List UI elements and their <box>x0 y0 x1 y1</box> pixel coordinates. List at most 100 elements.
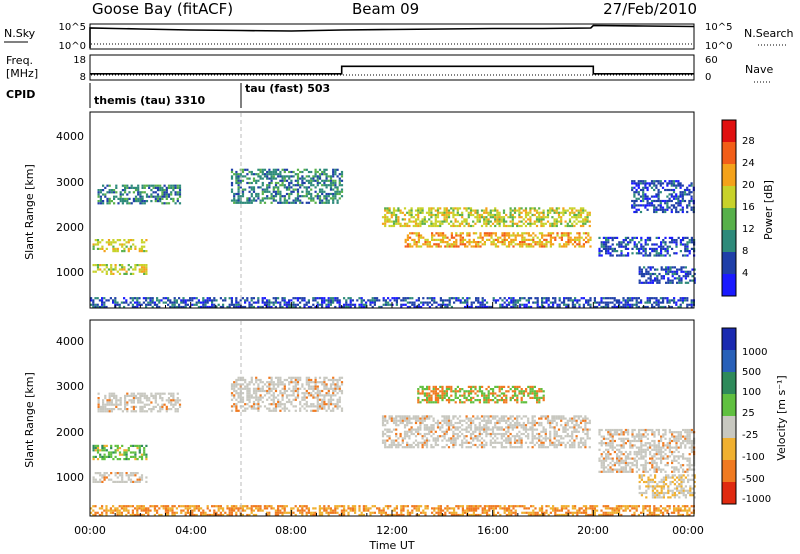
power-cell-2 <box>154 197 157 200</box>
power-cell-9 <box>442 299 445 302</box>
velocity-cell-2 <box>102 401 105 404</box>
power-cell-4 <box>582 220 585 223</box>
velocity-cell-4 <box>502 446 506 449</box>
power-cell-3 <box>263 197 267 200</box>
power-cell-4 <box>480 209 484 212</box>
power-cell-4 <box>419 211 422 214</box>
velocity-cell-4 <box>432 426 435 429</box>
velocity-cell-2 <box>97 410 100 413</box>
power-cell-9 <box>453 301 456 304</box>
power-cell-3 <box>325 177 328 180</box>
power-cell-8 <box>675 186 678 189</box>
power-cell-9 <box>505 303 508 306</box>
velocity-cell-2 <box>137 399 140 402</box>
velocity-cell-3 <box>252 407 256 410</box>
power-cell-5 <box>589 245 592 248</box>
velocity-cell-3 <box>325 376 328 379</box>
power-cell-9 <box>499 305 502 309</box>
velocity-cell-3 <box>259 394 262 397</box>
power-cell-9 <box>626 305 629 309</box>
power-cell-3 <box>270 181 273 185</box>
power-cell-4 <box>522 209 525 212</box>
power-cell-5 <box>497 241 500 244</box>
power-cell-2 <box>145 184 149 187</box>
velocity-cell-2 <box>108 403 111 406</box>
power-cell-3 <box>336 175 339 178</box>
power-cell-8 <box>648 182 651 185</box>
velocity-cell-3 <box>305 378 308 382</box>
power-cell-4 <box>454 207 457 210</box>
velocity-cell-2 <box>130 392 133 395</box>
velocity-cell-3 <box>237 409 240 412</box>
power-cell-4 <box>483 220 486 223</box>
power-cell-4 <box>531 222 534 225</box>
power-cell-3 <box>334 195 337 198</box>
velocity-cell-4 <box>522 428 525 431</box>
power-cell-6 <box>651 250 654 253</box>
velocity-cell-5 <box>423 399 426 402</box>
power-cell-6 <box>646 254 649 257</box>
velocity-cell-4 <box>584 424 587 427</box>
power-cell-8 <box>639 210 643 214</box>
velocity-cell-3 <box>274 396 278 399</box>
power-cell-6 <box>622 239 625 242</box>
velocity-cell-4 <box>403 419 407 422</box>
power-cell-6 <box>688 241 691 244</box>
power-cell-9 <box>631 305 634 309</box>
power-cell-4 <box>502 211 506 214</box>
power-cell-9 <box>292 301 295 304</box>
power-cell-9 <box>406 301 409 304</box>
power-cell-9 <box>624 301 627 304</box>
velocity-cell-2 <box>115 401 118 404</box>
velocity-cell-5 <box>487 392 490 395</box>
velocity-cell-4 <box>414 428 418 431</box>
power-cell-1 <box>94 239 97 242</box>
velocity-cell-3 <box>268 387 271 390</box>
power-cell-4 <box>529 224 532 228</box>
velocity-cell-1 <box>132 451 135 454</box>
velocity-cell-3 <box>336 385 339 388</box>
velocity-cell-4 <box>417 419 420 422</box>
power-cell-3 <box>316 197 319 200</box>
power-cell-6 <box>611 236 614 239</box>
power-cell-9 <box>598 303 601 306</box>
power-cell-8 <box>642 195 645 198</box>
power-cell-4 <box>454 220 457 223</box>
power-cell-4 <box>423 218 426 221</box>
power-cell-3 <box>237 179 240 182</box>
power-cell-3 <box>329 179 333 182</box>
power-cell-3 <box>327 184 330 187</box>
power-cell-8 <box>655 193 658 196</box>
power-cell-7 <box>665 281 668 284</box>
power-cell-6 <box>649 254 652 257</box>
power-cell-4 <box>524 211 528 214</box>
power-cell-8 <box>657 182 660 185</box>
power-cell-2 <box>137 193 140 196</box>
velocity-cell-2 <box>176 397 179 400</box>
power-cell-9 <box>413 303 416 306</box>
power-cell-6 <box>640 245 643 248</box>
power-cell-8 <box>668 199 671 203</box>
power-cell-3 <box>334 170 337 174</box>
velocity-cell-2 <box>178 403 182 406</box>
velocity-cell-3 <box>301 392 304 395</box>
power-cell-9 <box>145 299 148 302</box>
power-cell-9 <box>149 299 152 302</box>
velocity-cell-3 <box>294 385 297 388</box>
velocity-cell-4 <box>524 424 528 427</box>
velocity-cell-2 <box>159 405 162 408</box>
cpid-label: CPID <box>6 88 35 101</box>
power-cell-8 <box>672 188 676 192</box>
power-cell-3 <box>230 184 234 187</box>
velocity-cell-4 <box>434 439 437 442</box>
power-cell-6 <box>622 245 625 248</box>
power-cell-5 <box>501 243 504 246</box>
power-cell-9 <box>479 301 482 304</box>
velocity-cell-4 <box>518 415 521 418</box>
velocity-cell-4 <box>542 437 545 440</box>
power-cell-9 <box>175 305 178 309</box>
velocity-cell-4 <box>478 428 481 431</box>
power-colorbar-swatch-2 <box>722 230 736 252</box>
velocity-cell-4 <box>469 446 473 449</box>
power-cell-7 <box>680 281 683 284</box>
